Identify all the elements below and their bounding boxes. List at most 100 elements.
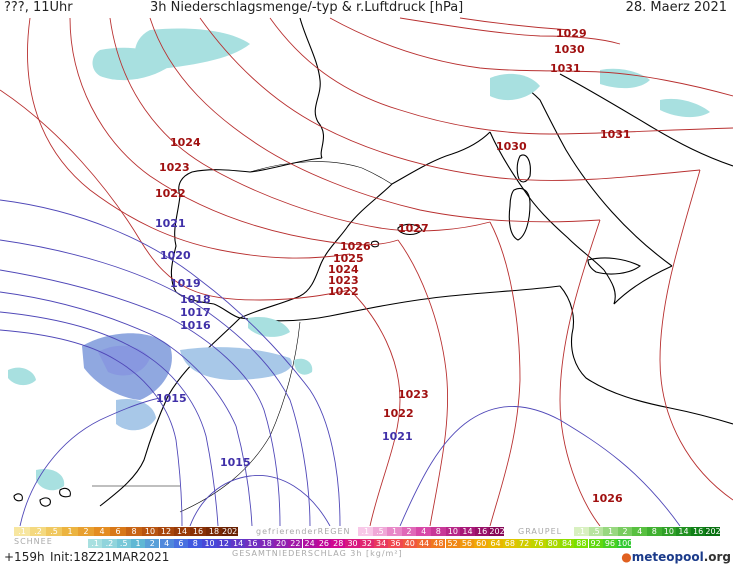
- total-cell: 52: [445, 539, 460, 548]
- freezing-cell: 8: [431, 527, 446, 536]
- isobar-label: 1025: [333, 252, 364, 265]
- graupel-cell: .1: [574, 527, 589, 536]
- total-cell: 28: [331, 539, 346, 548]
- forecast-hour: +159h: [4, 550, 45, 564]
- total-cell: .5: [116, 539, 131, 548]
- total-cell: 6: [173, 539, 189, 548]
- snow-cell: 12: [158, 527, 174, 536]
- graupel-cell: .5: [588, 527, 604, 536]
- total-cell: 76: [531, 539, 546, 548]
- freezing-rain-title: gefrierenderREGEN: [256, 527, 351, 536]
- snow-cell: 4: [94, 527, 110, 536]
- isobar-label: 1022: [383, 407, 414, 420]
- snow-cell: 1: [62, 527, 78, 536]
- freezing-cell: 2: [401, 527, 417, 536]
- isobar-label: 1031: [600, 128, 631, 141]
- isobar-label: 1021: [382, 430, 413, 443]
- snow-title: SCHNEE: [14, 537, 53, 546]
- graupel-cell: 10: [661, 527, 677, 536]
- total-cell: 64: [488, 539, 503, 548]
- init-time: Init:18Z21MAR2021: [50, 550, 170, 564]
- total-cell: 4: [159, 539, 174, 548]
- precipitation-areas: [8, 28, 710, 491]
- isobar-label: 1019: [170, 277, 201, 290]
- snow-cell: 10: [142, 527, 158, 536]
- graupel-title: GRAUPEL: [518, 527, 563, 536]
- isobar-label: 1030: [496, 140, 527, 153]
- total-cell: 12: [216, 539, 231, 548]
- total-cell: 32: [359, 539, 374, 548]
- total-cell: 2: [145, 539, 160, 548]
- total-cell: 20: [273, 539, 289, 548]
- snow-cell: .5: [46, 527, 62, 536]
- legend-total-row: .1.2.5 1 2 4 6 8 10 12 14 16 18 20 22 24 26 28 30 32 34 36 4…: [0, 539, 733, 548]
- isobar-label: 1029: [556, 27, 587, 40]
- graupel-cell: 16: [690, 527, 706, 536]
- total-cell: 1: [130, 539, 146, 548]
- snow-cell: 16: [190, 527, 206, 536]
- isobar-label: 1026: [592, 492, 623, 505]
- total-cell: 16: [245, 539, 260, 548]
- total-cell: 96: [602, 539, 618, 548]
- isobar-label: 1015: [220, 456, 251, 469]
- total-cell: .1: [88, 539, 103, 548]
- isobar-label: 1023: [328, 274, 359, 287]
- freezing-cell: .5: [372, 527, 388, 536]
- total-cell: 60: [474, 539, 489, 548]
- total-cell: 48: [431, 539, 446, 548]
- isobar-label: 1017: [180, 306, 211, 319]
- freezing-cell: 10: [445, 527, 461, 536]
- isobar-label: 1022: [155, 187, 186, 200]
- total-cell: 80: [545, 539, 560, 548]
- isobar-label: 1023: [398, 388, 429, 401]
- freezing-cell: .1: [358, 527, 373, 536]
- graupel-cell: 14: [676, 527, 691, 536]
- total-cell: 34: [374, 539, 389, 548]
- isobar-label: 1021: [155, 217, 186, 230]
- legend-top-row: .1.2.51246810121416182025+ gefrierenderR…: [0, 527, 733, 536]
- total-cell: 30: [345, 539, 360, 548]
- total-cell: 44: [416, 539, 432, 548]
- total-cell: 84: [559, 539, 575, 548]
- isobar-label: 1027: [398, 222, 429, 235]
- graupel-cell: 8: [647, 527, 662, 536]
- snow-cell: 2025+: [222, 527, 238, 536]
- total-cell: 88: [574, 539, 589, 548]
- total-cell: 24: [302, 539, 317, 548]
- total-cell: .2: [102, 539, 117, 548]
- total-cell: 18: [259, 539, 274, 548]
- freezing-cell: 2025+: [489, 527, 504, 536]
- total-cell: 72: [517, 539, 532, 548]
- snow-cell: .1: [14, 527, 30, 536]
- graupel-cell: 4: [632, 527, 647, 536]
- total-cell: 36: [388, 539, 403, 548]
- total-cell: 14: [231, 539, 246, 548]
- snow-cell: 6: [110, 527, 126, 536]
- map-title: 3h Niederschlagsmenge/-typ & r.Luftdruck…: [150, 0, 464, 15]
- total-precip-title: GESAMTNIEDERSCHLAG 3h [kg/m²]: [232, 549, 403, 558]
- freezing-cell: 1: [387, 527, 402, 536]
- isobars-blue: [0, 199, 681, 526]
- snow-cell: .2: [30, 527, 46, 536]
- total-cell: 22: [288, 539, 303, 548]
- total-cell: 92: [588, 539, 603, 548]
- freezing-cell: 16: [474, 527, 490, 536]
- snow-cell: 2: [78, 527, 94, 536]
- snow-cell: 8: [126, 527, 142, 536]
- total-cell: 10: [202, 539, 217, 548]
- meteopool-logo[interactable]: ●meteopool.org: [621, 550, 731, 564]
- isobar-label: 1022: [328, 285, 359, 298]
- total-cell: 56: [459, 539, 475, 548]
- total-cell: 100: [617, 539, 632, 548]
- map-canvas: 1029 1030 1031 1031 1030 1027 1026 1025 …: [0, 16, 733, 526]
- graupel-cell: 1: [603, 527, 618, 536]
- isobar-label: 1016: [180, 319, 211, 332]
- total-cell: 8: [188, 539, 203, 548]
- graupel-cell: 2: [617, 527, 633, 536]
- valid-time-label: ???, 11Uhr: [4, 0, 73, 15]
- freezing-cell: 4: [416, 527, 431, 536]
- isobar-label: 1026: [340, 240, 371, 253]
- snow-cell: 18: [206, 527, 222, 536]
- isobar-label: 1015: [156, 392, 187, 405]
